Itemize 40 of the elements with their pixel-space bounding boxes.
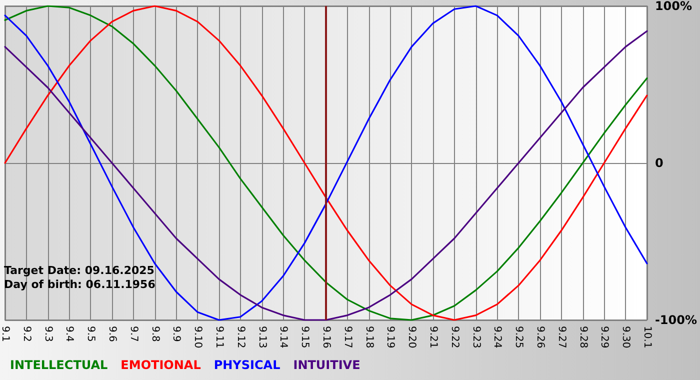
- x-tick-label: 9.10: [192, 326, 204, 348]
- x-tick-label: 9.20: [406, 326, 418, 348]
- x-tick-label: 9.19: [384, 326, 396, 348]
- x-tick-label: 9.3: [42, 326, 54, 342]
- x-tick-label: 9.25: [513, 326, 524, 348]
- y-tick-label: 100%: [654, 0, 692, 13]
- text: INTELLECTUAL: [10, 358, 108, 372]
- x-tick-label: 9.18: [363, 326, 374, 348]
- x-tick-label: 10.1: [641, 326, 652, 348]
- x-tick-label: 9.27: [556, 326, 567, 348]
- x-tick-label: 9.1: [0, 326, 10, 342]
- x-tick-label: 9.17: [342, 326, 353, 348]
- annotation: Day of birth: 06.11.1956: [4, 278, 156, 291]
- x-tick-label: 9.5: [85, 326, 96, 342]
- x-tick-label: 9.30: [620, 326, 632, 348]
- x-tick-label: 9.22: [448, 326, 460, 348]
- x-tick-label: 9.26: [534, 326, 546, 348]
- x-tick-label: 9.6: [106, 326, 118, 342]
- y-tick-label: 0: [654, 156, 664, 170]
- x-tick-label: 9.21: [427, 326, 438, 348]
- annotation: Target Date: 09.16.2025: [4, 264, 154, 277]
- text: INTUITIVE: [293, 358, 360, 372]
- x-tick-label: 9.15: [299, 326, 310, 348]
- y-tick-label: -100%: [654, 313, 698, 327]
- x-tick-label: 9.2: [20, 326, 32, 342]
- x-tick-label: 9.9: [170, 326, 182, 342]
- x-tick-label: 9.13: [256, 326, 268, 348]
- x-tick-label: 9.7: [128, 326, 139, 342]
- x-tick-label: 9.4: [64, 326, 75, 342]
- x-tick-label: 9.12: [234, 326, 246, 348]
- text: PHYSICAL: [214, 358, 281, 372]
- x-tick-label: 9.8: [149, 326, 160, 342]
- x-tick-label: 9.16: [320, 326, 332, 348]
- x-tick-label: 9.23: [470, 326, 482, 348]
- x-tick-label: 9.24: [492, 326, 503, 348]
- text: EMOTIONAL: [120, 358, 202, 372]
- x-tick-label: 9.11: [213, 326, 224, 348]
- x-tick-label: 9.29: [598, 326, 610, 348]
- x-tick-label: 9.28: [577, 326, 588, 348]
- x-tick-label: 9.14: [278, 326, 289, 348]
